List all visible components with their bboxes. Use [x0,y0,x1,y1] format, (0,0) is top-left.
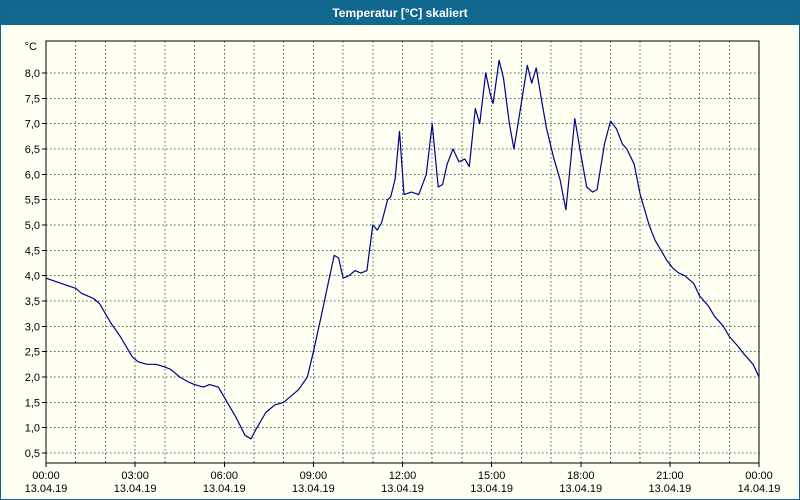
y-tick-label: 6,5 [25,144,40,156]
x-tick-time-label: 21:00 [656,470,684,482]
y-tick-label: 8,0 [25,68,40,80]
x-tick-time-label: 12:00 [389,470,417,482]
x-tick-date-label: 13.04.19 [648,483,691,495]
y-tick-label: 3,0 [25,321,40,333]
x-tick-date-label: 13.04.19 [292,483,335,495]
x-tick-date-label: 14.04.19 [738,483,781,495]
y-tick-label: 1,0 [25,423,40,435]
temperature-chart: 0,5 1,0 1,5 2,0 2,5 3,0 3,5 4,0 4,5 5,0 5,5 6,0 6,5 7… [25,40,781,495]
x-tick-date-label: 13.04.19 [559,483,602,495]
x-tick-time-label: 00:00 [745,470,773,482]
y-tick-label: 4,5 [25,245,40,257]
x-tick-date-label: 13.04.19 [381,483,424,495]
y-axis-unit-label: °C [25,41,37,53]
x-tick-date-label: 13.04.19 [203,483,246,495]
x-tick-time-label: 15:00 [478,470,506,482]
y-tick-label: 5,5 [25,195,40,207]
x-tick-time-label: 18:00 [567,470,595,482]
y-tick-label: 6,0 [25,169,40,181]
x-tick-time-label: 09:00 [300,470,328,482]
window-title: Temperatur [°C] skaliert [332,6,468,20]
y-tick-label: 7,5 [25,93,40,105]
y-tick-label: 1,5 [25,397,40,409]
y-tick-label: 2,0 [25,372,40,384]
x-tick-date-label: 13.04.19 [114,483,157,495]
x-tick-time-label: 06:00 [210,470,238,482]
temperature-line [45,59,760,440]
y-tick-label: 2,5 [25,347,40,359]
x-tick-date-label: 13.04.19 [470,483,513,495]
y-tick-label: 3,5 [25,296,40,308]
x-tick-time-label: 03:00 [121,470,149,482]
y-tick-label: 5,0 [25,220,40,232]
title-bar[interactable]: Temperatur [°C] skaliert [1,1,799,25]
y-tick-label: 4,0 [25,271,40,283]
x-tick-time-label: 00:00 [32,470,60,482]
y-tick-label: 0,5 [25,448,40,460]
x-tick-date-label: 13.04.19 [25,483,68,495]
y-tick-label: 7,0 [25,119,40,131]
plot-border [45,40,760,464]
